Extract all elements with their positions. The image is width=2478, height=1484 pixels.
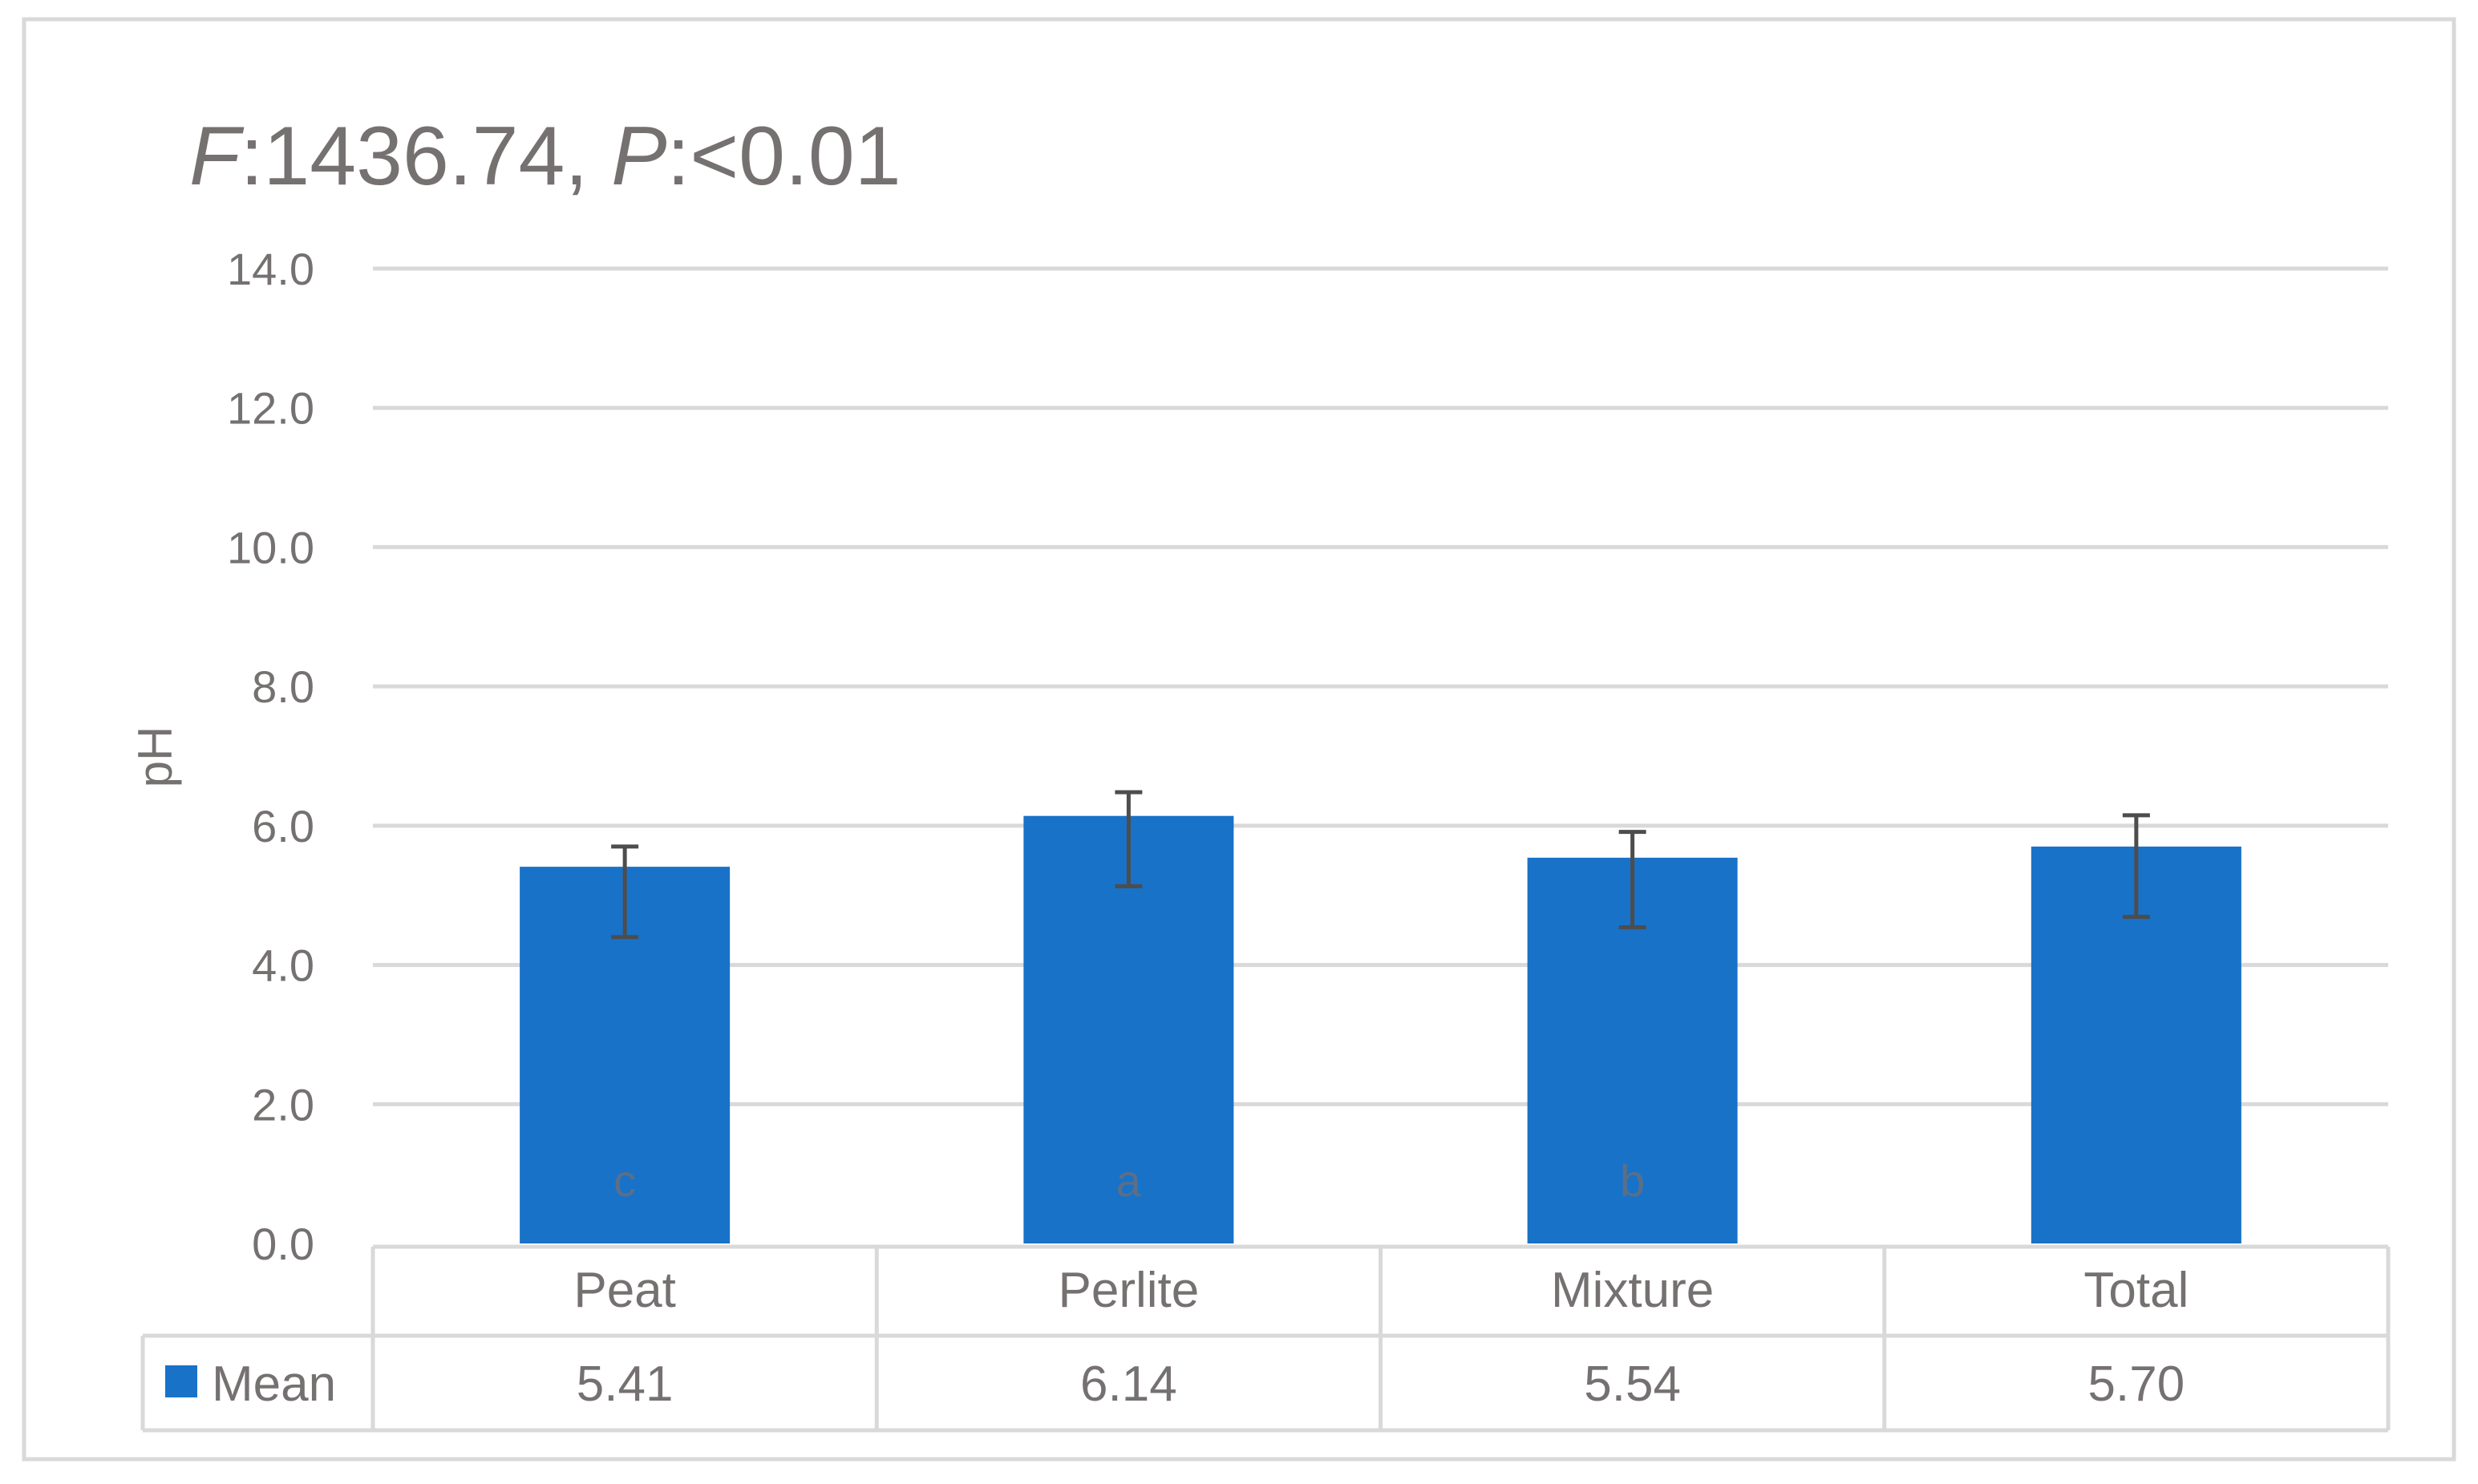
p-value: :<0.01 [667, 110, 901, 203]
x-category-label: Mixture [1551, 1263, 1714, 1318]
data-value-label: 5.41 [577, 1357, 674, 1412]
x-category-label: Perlite [1059, 1263, 1200, 1318]
data-table: Peat 5.41 Perlite 6.14 Mixture 5.54 Total 5.70 M… [140, 1244, 2391, 1433]
y-tick-labels: 0.0 2.0 4.0 6.0 8.0 10.0 12.0 14.0 [227, 244, 314, 1269]
chart-title: F:1436.74, P:<0.01 [189, 110, 901, 203]
significance-letter: c [613, 1155, 636, 1206]
data-value-label: 5.70 [2088, 1357, 2185, 1412]
y-tick-label: 2.0 [252, 1079, 314, 1130]
y-tick-label: 10.0 [227, 522, 314, 572]
y-tick-label: 4.0 [252, 940, 314, 991]
significance-letter: b [1620, 1155, 1645, 1206]
y-tick-label: 12.0 [227, 383, 314, 434]
y-tick-label: 6.0 [252, 801, 314, 851]
legend-label: Mean [212, 1357, 336, 1412]
error-bars [611, 790, 2150, 940]
y-tick-label: 0.0 [252, 1219, 314, 1269]
p-symbol: P [611, 110, 666, 203]
legend-swatch [165, 1365, 197, 1397]
data-value-label: 5.54 [1584, 1357, 1681, 1412]
f-symbol: F [189, 110, 245, 203]
data-value-label: 6.14 [1080, 1357, 1177, 1412]
f-value: :1436.74, [241, 110, 612, 203]
x-category-label: Total [2083, 1263, 2188, 1318]
significance-letter: a [1116, 1155, 1142, 1206]
x-category-label: Peat [573, 1263, 676, 1318]
y-tick-label: 8.0 [252, 661, 314, 712]
y-tick-label: 14.0 [227, 244, 314, 294]
y-axis-title: pH [128, 726, 182, 788]
